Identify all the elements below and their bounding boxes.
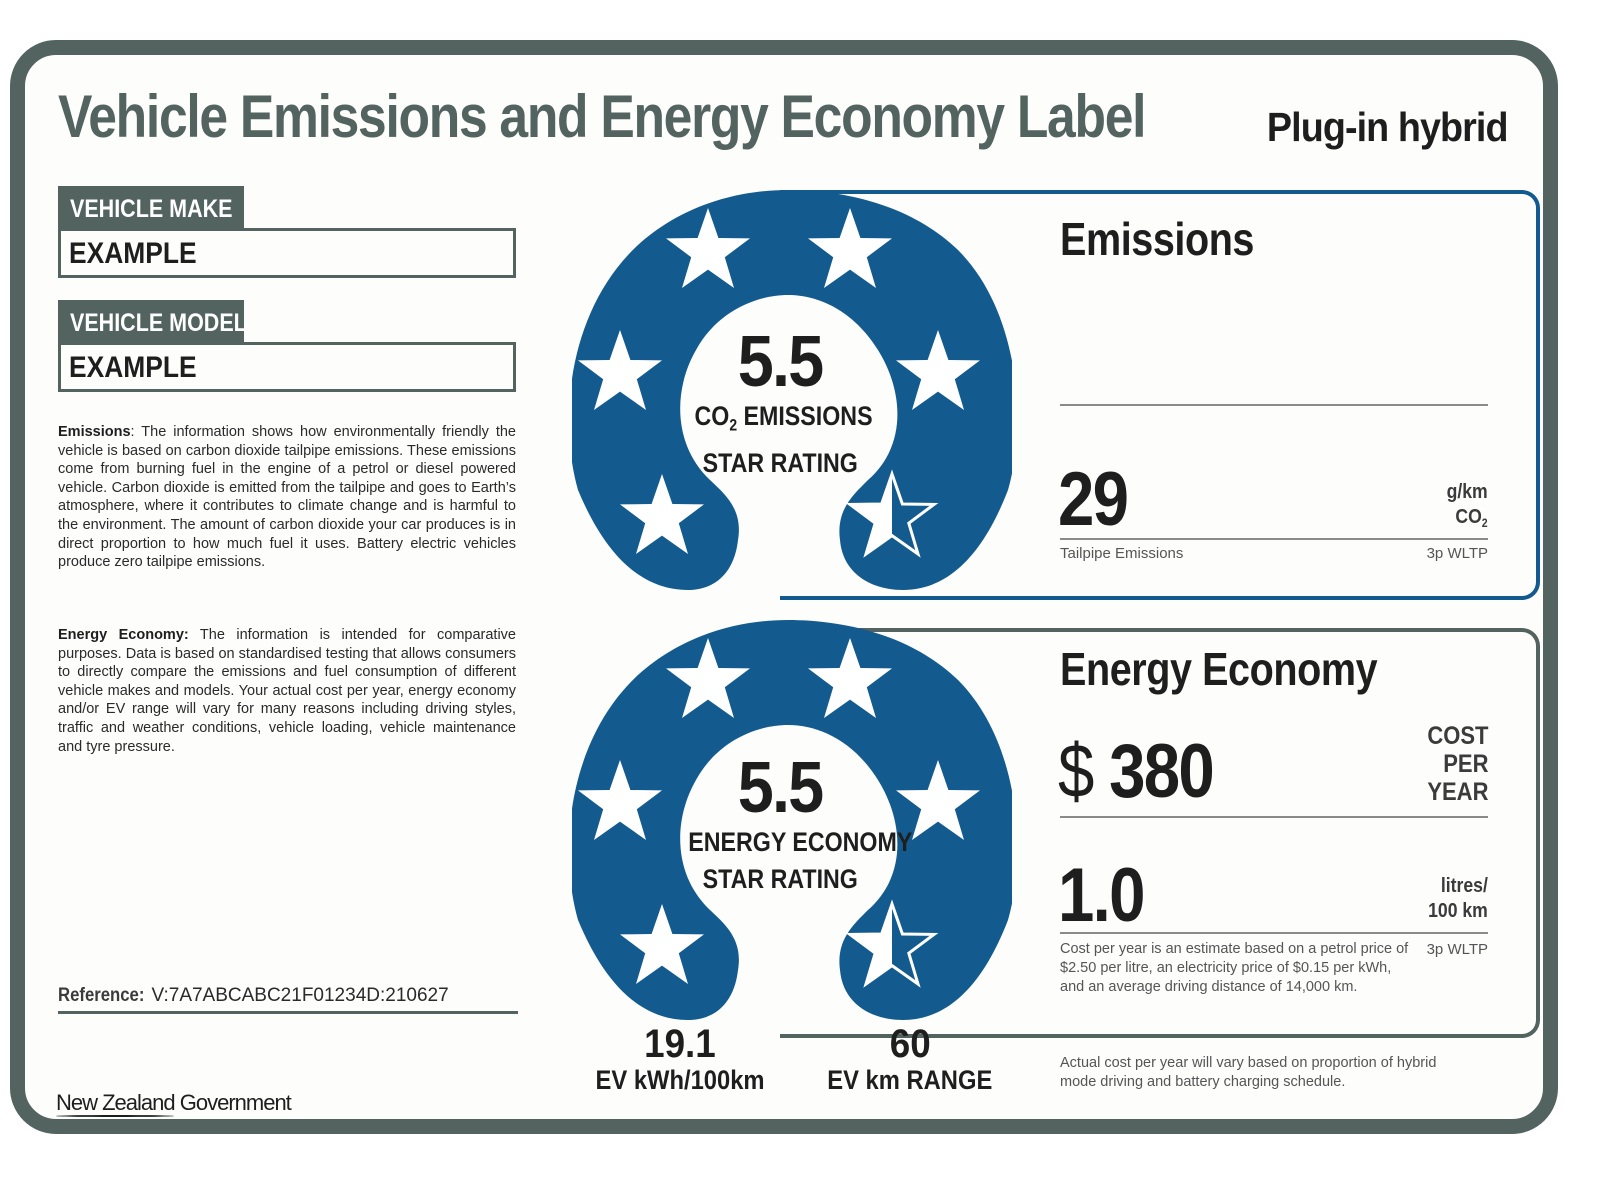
energy-economy-title: Energy Economy xyxy=(1060,643,1378,695)
page-title: Vehicle Emissions and Energy Economy Lab… xyxy=(58,83,1146,150)
emissions-title: Emissions xyxy=(1060,213,1255,265)
vehicle-make-field: EXAMPLE xyxy=(58,228,516,278)
fuel-consumption-unit: litres/ 100 km xyxy=(1428,875,1488,922)
hybrid-note: Actual cost per year will vary based on … xyxy=(1060,1055,1437,1090)
emissions-value: 29 xyxy=(1058,457,1129,542)
emissions-info: Emissions: The information shows how env… xyxy=(58,424,516,571)
fuel-consumption-value: 1.0 xyxy=(1058,853,1145,938)
ev-consumption: 19.1 EV kWh/100km xyxy=(595,1022,765,1095)
divider xyxy=(1060,404,1488,406)
energy-economy-rating-text: 5.5 ENERGY ECONOMY STAR RATING xyxy=(688,748,913,894)
emissions-panel xyxy=(780,190,1540,600)
ev-range: 60 EV km RANGE xyxy=(827,1022,993,1095)
vehicle-model-field: EXAMPLE xyxy=(58,342,516,392)
energy-economy-star-rating-badge xyxy=(572,620,1012,1020)
emissions-rating-text: 5.5 CO2 EMISSIONS STAR RATING xyxy=(694,322,873,478)
divider xyxy=(1060,932,1488,934)
emissions-unit: g/km CO2 xyxy=(1446,481,1488,531)
reference: Reference: V:7A7ABCABC21F01234D:210627 xyxy=(58,985,518,1014)
cost-unit: COST PER YEAR xyxy=(1426,722,1488,806)
cost-per-year: $ 380 xyxy=(1058,729,1215,814)
vehicle-make-label: VEHICLE MAKE xyxy=(58,186,244,230)
nz-government-logo: New Zealand Government xyxy=(56,1090,292,1117)
cost-note: Cost per year is an estimate based on a … xyxy=(1060,941,1409,995)
tailpipe-caption: Tailpipe Emissions xyxy=(1060,545,1184,562)
energy-economy-panel xyxy=(780,628,1540,1038)
emissions-star-rating-badge xyxy=(572,190,1012,590)
economy-test-method: 3p WLTP xyxy=(1426,941,1488,958)
vehicle-model-label: VEHICLE MODEL xyxy=(58,300,247,344)
emissions-test-method: 3p WLTP xyxy=(1426,545,1488,562)
divider xyxy=(1060,816,1488,818)
energy-economy-info: Energy Economy: The information is inten… xyxy=(58,627,516,755)
divider xyxy=(1060,538,1488,540)
vehicle-type: Plug-in hybrid xyxy=(1267,104,1509,150)
